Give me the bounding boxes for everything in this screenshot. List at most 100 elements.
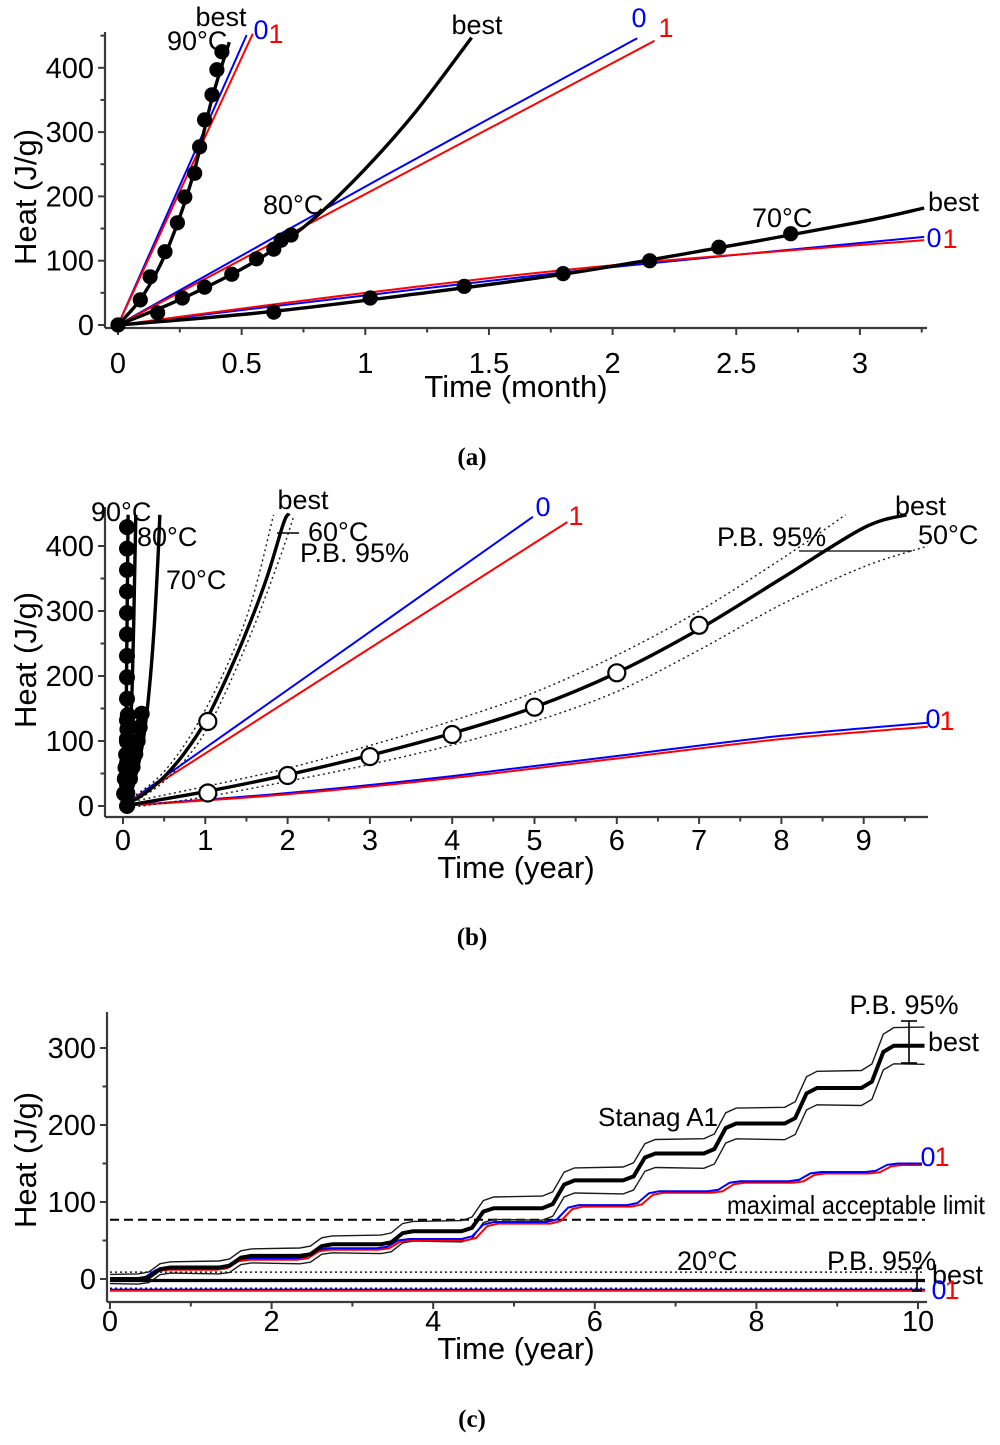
data-point-90c-data	[119, 669, 135, 686]
x-tick-label: 1	[197, 825, 213, 857]
data-point-90c-data	[132, 292, 148, 308]
series-80c-best	[117, 36, 473, 327]
x-tick-label: 1.5	[469, 348, 509, 380]
x-tick-label: 3	[362, 825, 378, 857]
series-80c-order-0	[117, 37, 638, 326]
data-point-90c-data	[169, 215, 185, 231]
y-tick-label: 100	[46, 726, 94, 758]
y-tick-label: 100	[48, 1187, 96, 1219]
data-point-90c-data	[209, 62, 225, 78]
annotation-best: best	[277, 485, 329, 515]
x-tick-label: 10	[902, 1306, 934, 1338]
annotation-0: 0	[926, 223, 941, 253]
data-point-50c-data	[198, 783, 218, 803]
y-tick-label: 100	[46, 246, 94, 278]
series-90c-order-1	[117, 33, 254, 326]
annotation-50-c: 50°C	[918, 520, 978, 550]
annotation-90-c: 90°C	[91, 497, 151, 527]
annotation-best: best	[895, 491, 947, 521]
x-tick-label: 5	[526, 825, 542, 857]
data-point-50c-data	[442, 724, 462, 745]
data-point-90c-data	[119, 626, 135, 643]
annotation-0: 0	[931, 1275, 946, 1305]
series-60c-best	[122, 512, 291, 808]
series-50c-pb95-upper	[122, 514, 846, 805]
data-point-70c-data	[119, 785, 136, 801]
error-bar	[901, 1020, 917, 1064]
data-point-90c-data	[119, 690, 135, 707]
annotation-stanag-a1: Stanag A1	[598, 1102, 718, 1132]
ticks	[98, 34, 923, 335]
data-point-90c-data	[204, 87, 220, 103]
data-point-90c-data	[157, 244, 173, 260]
series-stanag-a1-pb95-upper	[109, 1026, 925, 1276]
x-axis-title: Time (month)	[424, 369, 607, 404]
x-tick-label: 2	[264, 1306, 280, 1338]
y-tick-label: 300	[48, 1033, 96, 1065]
data-point-80c-data	[283, 227, 299, 243]
annotation-p-b-95-: P.B. 95%	[849, 990, 958, 1020]
annotation-0: 0	[920, 1142, 935, 1172]
annotation-1: 1	[268, 19, 283, 49]
series-70c-order-1	[117, 239, 925, 326]
y-tick-label: 200	[46, 181, 94, 213]
annotation-90-c: 90°C	[167, 26, 227, 56]
y-tick-label: 200	[48, 1110, 96, 1142]
x-tick-label: 6	[609, 825, 625, 857]
annotation-70-c: 70°C	[752, 203, 812, 233]
y-axis-title: Heat (J/g)	[8, 129, 43, 265]
series-80c-order-1	[117, 39, 656, 326]
x-tick-label: 0.5	[221, 348, 261, 380]
data-point-90c-data	[110, 317, 126, 333]
data-point-90c-data	[119, 647, 135, 664]
series-stanag-a1-pb95-lower	[109, 1063, 925, 1285]
error-bar	[912, 1267, 922, 1292]
annotation-80-c: 80°C	[137, 522, 197, 552]
data-point-50c-data	[278, 765, 298, 786]
data-point-80c-data	[197, 279, 213, 295]
y-tick-label: 400	[46, 531, 94, 563]
x-tick-label: 8	[773, 825, 789, 857]
y-tick-label: 0	[80, 1264, 96, 1296]
annotation-1: 1	[939, 706, 954, 736]
x-tick-label: 0	[110, 348, 126, 380]
annotation-best: best	[932, 1260, 984, 1290]
data-point-80c-data	[248, 251, 265, 267]
y-axis-title: Heat (J/g)	[8, 1092, 43, 1228]
series-stanag-a1-best	[110, 1043, 925, 1281]
annotation-p-b-95-: P.B. 95%	[827, 1246, 936, 1276]
data-point-70c-data	[642, 253, 658, 269]
x-tick-label: 7	[691, 825, 707, 857]
annotation-60-c: 60°C	[308, 517, 368, 547]
y-tick-label: 0	[78, 791, 94, 823]
annotation-best: best	[195, 2, 247, 32]
data-point-70c-data	[456, 278, 472, 294]
data-point-50c-data	[524, 697, 545, 717]
data-point-70c-data	[555, 266, 571, 282]
annotation-p-b-95-: P.B. 95%	[717, 522, 826, 552]
x-tick-label: 3	[852, 348, 868, 380]
data-point-90c-data	[187, 165, 203, 181]
data-point-60c-data	[198, 711, 218, 732]
data-point-70c-data	[124, 759, 141, 775]
x-axis-title: Time (year)	[437, 1331, 594, 1366]
data-point-70c-data	[131, 719, 148, 736]
annotation-70-c: 70°C	[166, 565, 226, 595]
series-60c-order-0	[122, 515, 534, 807]
panel-tag-c: (c)	[458, 1406, 486, 1433]
data-point-70c-data	[133, 705, 150, 722]
data-point-90c-data	[119, 605, 135, 621]
annotation-best: best	[928, 187, 980, 217]
series-50c-best	[122, 513, 908, 808]
annotation-0: 0	[535, 492, 550, 522]
data-point-70c-data	[266, 304, 282, 320]
annotation-0: 0	[925, 704, 940, 734]
x-tick-label: 4	[425, 1306, 441, 1338]
data-point-90c-data	[197, 112, 213, 128]
ticks	[98, 512, 906, 824]
series	[109, 1026, 925, 1292]
data-point-50c-data	[607, 663, 627, 683]
